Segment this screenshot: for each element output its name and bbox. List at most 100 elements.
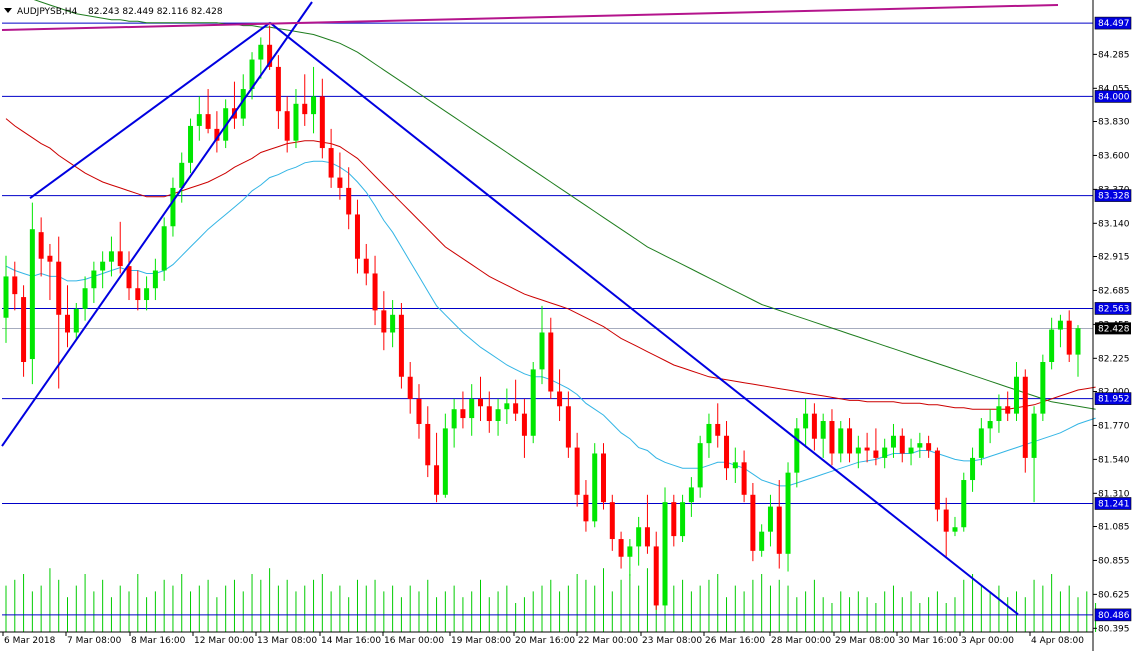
candle-body (346, 187, 352, 215)
candle-body (609, 502, 615, 540)
candle-body (978, 428, 984, 458)
price-label-box (1094, 302, 1132, 315)
bear-candle (47, 243, 53, 301)
bear-candle (715, 403, 721, 448)
bull-candle (170, 177, 176, 237)
candle-body (442, 428, 448, 495)
price-tick-label: 81.310 (1098, 489, 1130, 499)
bull-candle (794, 418, 800, 488)
candle-body (38, 232, 44, 259)
bear-candle (811, 403, 817, 451)
time-tick-label: 6 Mar 2018 (4, 636, 56, 646)
bull-candle (451, 398, 457, 448)
candle-body (882, 447, 888, 458)
bull-candle (293, 89, 299, 149)
level-price-tag: 81.952 (1094, 392, 1132, 405)
bull-candle (688, 477, 694, 517)
bear-candle (521, 398, 527, 458)
bear-candle (135, 270, 141, 311)
bull-candle (1013, 362, 1019, 422)
candle-body (970, 457, 976, 481)
price-tick-label: 84.285 (1098, 50, 1130, 60)
bull-candle (759, 524, 765, 557)
magenta-trend-line (1, 3, 1059, 32)
candle-body (416, 398, 422, 424)
price-tick-label: 82.225 (1098, 354, 1130, 364)
candle-body (407, 376, 413, 399)
candle-body (117, 251, 123, 267)
bull-candle (179, 152, 185, 203)
candle-body (803, 413, 809, 429)
candle-body (196, 114, 202, 126)
bear-candle (601, 443, 607, 510)
candle-body (214, 128, 220, 141)
candle-body (293, 103, 299, 141)
candle-body (1022, 376, 1028, 458)
bear-candle (434, 432, 440, 503)
candle-body (275, 66, 281, 112)
candle-body (759, 531, 765, 551)
bull-candle (539, 305, 545, 385)
time-tick-label: 30 Mar 16:00 (898, 636, 958, 646)
candle-body (741, 462, 747, 495)
bull-candle (952, 516, 958, 537)
candle-body (618, 539, 624, 557)
bull-candle (73, 302, 79, 340)
plot-area[interactable] (2, 2, 1093, 632)
bear-candle (363, 243, 369, 286)
candle-body (56, 261, 62, 315)
candle-body (706, 423, 712, 444)
bull-candle (882, 438, 888, 469)
candle-body (126, 266, 132, 289)
price-label-text: 81.952 (1098, 395, 1130, 405)
candle-body (240, 89, 246, 119)
bear-candle (486, 391, 492, 433)
candle-body (398, 314, 404, 377)
bear-candle (847, 418, 853, 463)
bear-candle (864, 432, 870, 463)
candle-body (794, 428, 800, 473)
price-tick-label: 81.540 (1098, 455, 1130, 465)
bull-candle (706, 413, 712, 458)
candle-body (161, 226, 167, 271)
candle-body (890, 435, 896, 448)
candle-body (21, 297, 27, 362)
candle-body (838, 428, 844, 454)
bull-candle (3, 255, 9, 343)
bear-candle (381, 291, 387, 351)
bear-candle (618, 531, 624, 569)
collapse-triangle-icon[interactable] (4, 8, 12, 13)
candle-body (337, 177, 343, 188)
bull-candle (767, 494, 773, 547)
candle-body (152, 270, 158, 289)
ohlc-readout: 82.243 82.449 82.116 82.428 (88, 7, 223, 17)
candle-body (170, 187, 176, 227)
price-tick-label: 81.085 (1098, 523, 1130, 533)
candle-body (381, 310, 387, 333)
candle-body (557, 391, 563, 407)
candle-body (3, 276, 9, 318)
price-tick-label: 80.395 (1098, 624, 1130, 634)
candle-body (477, 398, 483, 407)
bear-candle (750, 482, 756, 562)
bull-candle (592, 443, 598, 528)
bear-candle (1066, 310, 1072, 362)
candle-body (12, 276, 18, 295)
bull-candle (469, 384, 475, 436)
candle-body (697, 443, 703, 488)
time-tick-label: 13 Mar 08:00 (257, 636, 317, 646)
candle-body (548, 332, 554, 392)
candle-body (855, 447, 861, 454)
candle-body (724, 435, 730, 469)
bear-candle (513, 379, 519, 422)
bear-candle (275, 55, 281, 129)
bear-candle (609, 494, 615, 551)
candle-body (91, 270, 97, 289)
bull-candle (152, 258, 158, 301)
time-tick-label: 14 Mar 16:00 (321, 636, 381, 646)
candle-body (820, 421, 826, 439)
candle-body (319, 96, 325, 149)
price-label-box (1094, 392, 1132, 405)
bull-candle (961, 472, 967, 532)
